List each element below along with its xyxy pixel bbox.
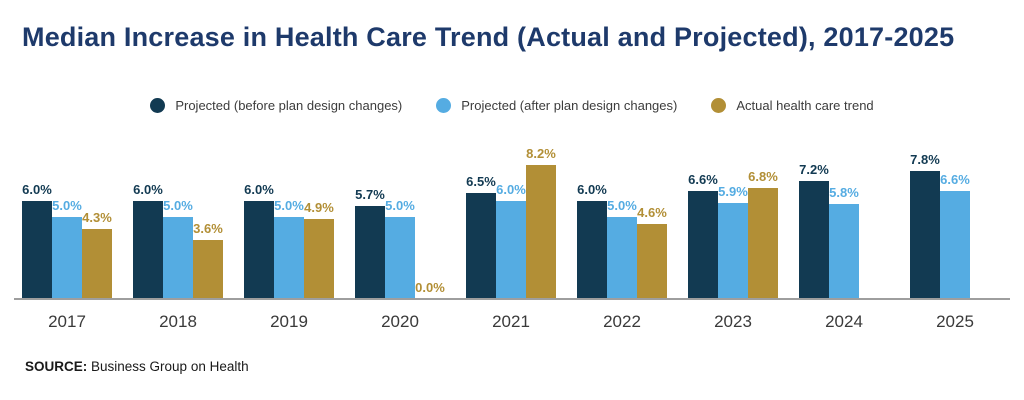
bar-value-label: 8.2% <box>526 146 556 161</box>
legend-label: Actual health care trend <box>736 98 874 113</box>
bar-group-2020: 5.7% 5.0% 0.0% 2020 <box>355 0 445 331</box>
bar-actual-trend <box>193 240 223 299</box>
bar-value-label: 6.0% <box>22 182 52 197</box>
bar-projected-before <box>133 201 163 299</box>
bar-value-label: 5.0% <box>607 198 637 213</box>
x-axis-tick-label: 2020 <box>381 312 419 331</box>
bar-value-label: 6.8% <box>748 169 778 184</box>
bar-value-label: 0.0% <box>415 280 445 295</box>
bar-value-label: 5.0% <box>163 198 193 213</box>
bar-projected-after <box>385 217 415 299</box>
legend: Projected (before plan design changes) P… <box>0 98 1024 113</box>
bar-projected-after <box>718 203 748 299</box>
bar-value-label: 6.0% <box>496 182 526 197</box>
x-axis-tick-label: 2024 <box>825 312 863 331</box>
bar-actual-trend <box>82 229 112 299</box>
source-note: SOURCE: Business Group on Health <box>25 359 249 374</box>
bar-value-label: 5.0% <box>385 198 415 213</box>
bar-projected-after <box>829 204 859 299</box>
bar-value-label: 6.6% <box>688 172 718 187</box>
bar-value-label: 6.0% <box>244 182 274 197</box>
bar-projected-after <box>274 217 304 299</box>
x-axis-tick-label: 2019 <box>270 312 308 331</box>
bar-projected-after <box>52 217 82 299</box>
x-axis-tick-label: 2021 <box>492 312 530 331</box>
legend-dot-projected-before-icon <box>150 98 166 113</box>
bar-projected-before <box>799 181 829 299</box>
legend-item: Projected (before plan design changes) <box>150 98 402 113</box>
bar-projected-after <box>496 201 526 299</box>
legend-item: Projected (after plan design changes) <box>436 98 677 113</box>
legend-label: Projected (before plan design changes) <box>175 98 403 113</box>
bar-projected-before <box>355 206 385 299</box>
legend-label: Projected (after plan design changes) <box>461 98 678 113</box>
bar-value-label: 6.0% <box>577 182 607 197</box>
bar-group-2024: 7.2% 5.8% 2024 <box>799 0 889 331</box>
legend-dot-projected-after-icon <box>436 98 452 113</box>
bar-group-2019: 6.0% 5.0% 4.9% 2019 <box>244 0 334 331</box>
legend-item: Actual health care trend <box>711 98 874 113</box>
bar-projected-after <box>163 217 193 299</box>
source-text: Business Group on Health <box>87 359 249 374</box>
bar-value-label: 4.6% <box>637 205 667 220</box>
bar-value-label: 7.8% <box>910 152 940 167</box>
x-axis-tick-label: 2023 <box>714 312 752 331</box>
bar-projected-before <box>910 171 940 299</box>
legend-dot-actual-trend-icon <box>711 98 727 113</box>
bar-group-2022: 6.0% 5.0% 4.6% 2022 <box>577 0 667 331</box>
x-axis-tick-label: 2022 <box>603 312 641 331</box>
bar-value-label: 6.0% <box>133 182 163 197</box>
bar-value-label: 4.3% <box>82 210 112 225</box>
bar-projected-before <box>466 193 496 299</box>
bar-actual-trend <box>748 188 778 299</box>
bar-group-2018: 6.0% 5.0% 3.6% 2018 <box>133 0 223 331</box>
bar-value-label: 3.6% <box>193 221 223 236</box>
bar-value-label: 6.5% <box>466 174 496 189</box>
bar-value-label: 6.6% <box>940 172 970 187</box>
bar-projected-before <box>244 201 274 299</box>
chart-title: Median Increase in Health Care Trend (Ac… <box>22 22 955 52</box>
source-prefix: SOURCE: <box>25 359 88 374</box>
plot-area: 6.0% 5.0% 4.3% 2017 6.0% 5.0% 3.6% 2018 6.0% 5.0%… <box>22 0 1012 331</box>
bar-projected-after <box>607 217 637 299</box>
bar-group-2023: 6.6% 5.9% 6.8% 2023 <box>688 0 778 331</box>
bar-group-2021: 6.5% 6.0% 8.2% 2021 <box>466 0 556 331</box>
x-axis-tick-label: 2017 <box>48 312 86 331</box>
bar-group-2025: 7.8% 6.6% 2025 <box>910 0 1000 331</box>
bar-value-label: 4.9% <box>304 200 334 215</box>
bar-actual-trend <box>526 165 556 299</box>
x-axis-line <box>14 298 1010 300</box>
bar-value-label: 5.7% <box>355 187 385 202</box>
bar-value-label: 5.0% <box>52 198 82 213</box>
bar-actual-trend <box>304 219 334 299</box>
bar-projected-before <box>688 191 718 299</box>
bar-projected-before <box>22 201 52 299</box>
bar-group-2017: 6.0% 5.0% 4.3% 2017 <box>22 0 112 331</box>
bar-value-label: 5.8% <box>829 185 859 200</box>
bar-value-label: 7.2% <box>799 162 829 177</box>
x-axis-tick-label: 2018 <box>159 312 197 331</box>
bar-actual-trend <box>637 224 667 299</box>
bar-value-label: 5.9% <box>718 184 748 199</box>
bar-value-label: 5.0% <box>274 198 304 213</box>
bar-projected-after <box>940 191 970 299</box>
bar-projected-before <box>577 201 607 299</box>
x-axis-tick-label: 2025 <box>936 312 974 331</box>
